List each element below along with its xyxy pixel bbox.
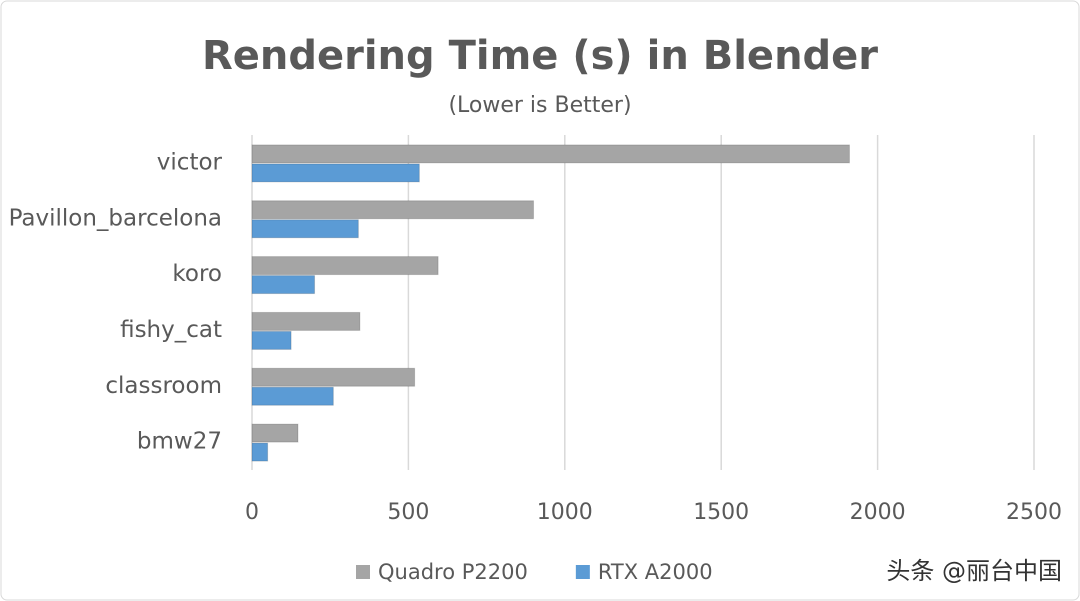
bar [251,163,420,183]
x-tick-label: 0 [245,500,259,525]
bar [251,256,439,276]
y-tick-label: bmw27 [137,429,222,455]
x-tick-label: 2000 [850,500,906,525]
legend-label: Quadro P2200 [378,560,528,584]
legend-swatch [356,565,370,579]
y-tick-label: classroom [105,373,222,399]
x-tick-label: 1000 [537,500,593,525]
y-tick-label: victor [157,149,223,175]
bar [251,367,416,387]
bar [251,386,334,406]
bar [251,330,292,350]
bar [251,144,850,164]
bar [251,423,299,443]
bar [251,275,316,295]
bar [251,200,535,220]
y-tick-label: koro [172,261,222,287]
chart-subtitle: (Lower is Better) [448,93,631,118]
bar [251,442,269,462]
x-tick-label: 500 [387,500,429,525]
y-tick-label: fishy_cat [120,317,222,343]
y-tick-label: Pavillon_barcelona [9,205,222,231]
legend-label: RTX A2000 [598,560,713,584]
x-tick-label: 1500 [693,500,749,525]
legend-swatch [575,565,590,579]
bar [251,311,361,331]
chart-title: Rendering Time (s) in Blender [202,33,878,79]
watermark: 头条 @丽台中国 [886,557,1062,585]
bar [251,219,359,239]
x-tick-label: 2500 [1006,500,1062,525]
